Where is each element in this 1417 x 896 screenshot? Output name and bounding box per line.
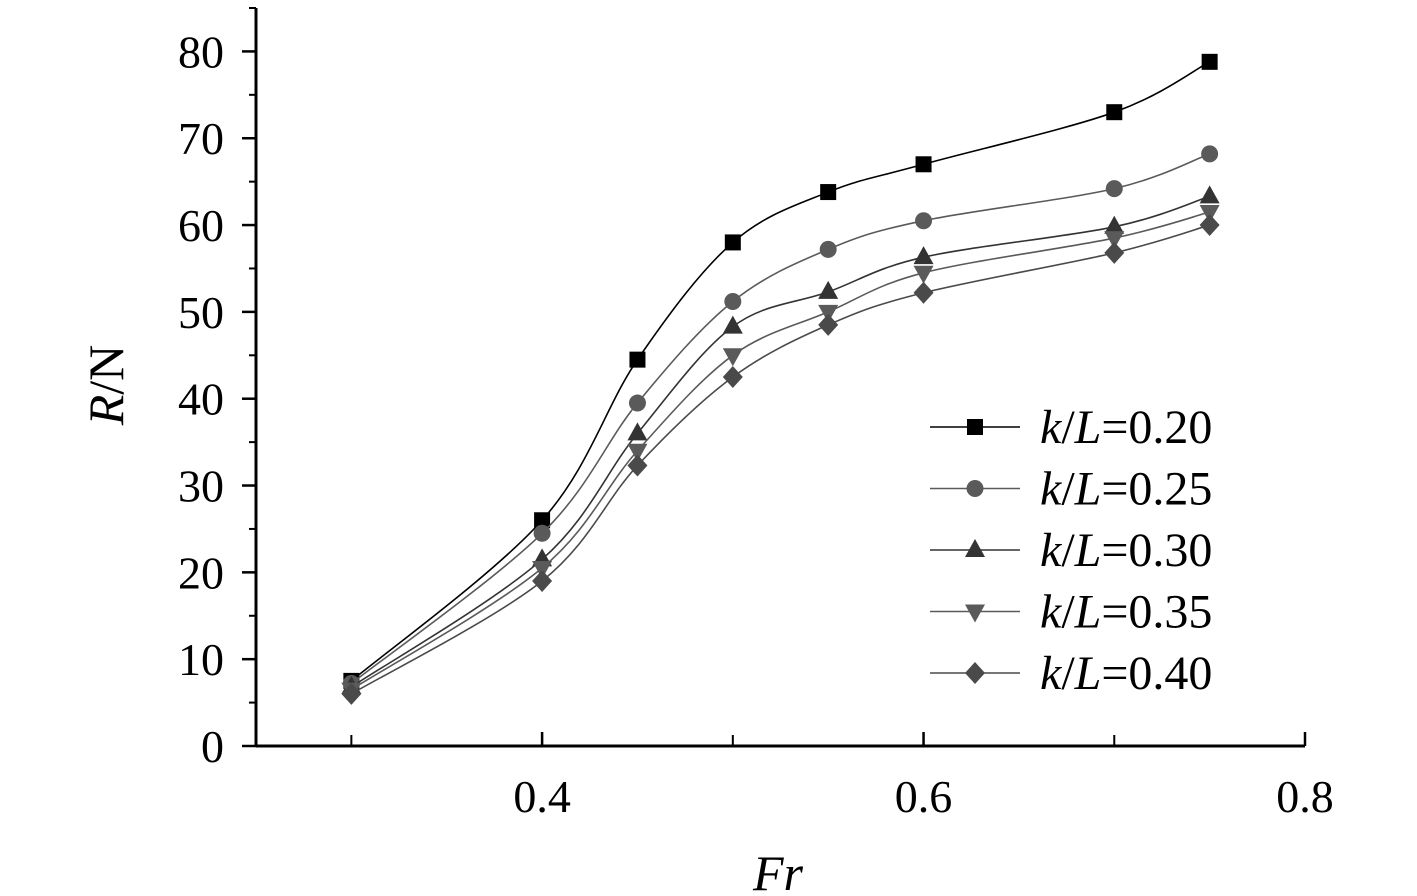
legend-label: k/L=0.25 bbox=[1040, 463, 1212, 516]
legend-item: k/L=0.35 bbox=[930, 586, 1212, 639]
data-point bbox=[532, 570, 553, 593]
data-point bbox=[1201, 145, 1219, 163]
data-point bbox=[1199, 185, 1220, 204]
data-point bbox=[1104, 231, 1125, 250]
legend-label: k/L=0.35 bbox=[1040, 586, 1212, 639]
data-point bbox=[627, 422, 648, 441]
y-axis-label-symbol: R bbox=[78, 395, 134, 427]
legend-marker bbox=[965, 662, 985, 684]
legend-marker bbox=[967, 419, 983, 435]
legend-label-value: =0.25 bbox=[1101, 463, 1212, 516]
legend-label-slash: / bbox=[1061, 463, 1075, 516]
data-point bbox=[819, 240, 837, 258]
x-tick-label: 0.8 bbox=[1276, 771, 1334, 822]
x-tick-label: 0.6 bbox=[895, 771, 953, 822]
y-tick-label: 10 bbox=[178, 634, 224, 685]
legend-label-k: k bbox=[1040, 586, 1063, 639]
data-point bbox=[915, 156, 932, 173]
legend-marker bbox=[965, 604, 985, 623]
legend-label-l: L bbox=[1074, 647, 1102, 700]
legend-label-slash: / bbox=[1061, 647, 1075, 700]
data-point bbox=[818, 280, 839, 299]
y-tick-label: 30 bbox=[178, 461, 224, 512]
legend-label-value: =0.20 bbox=[1101, 401, 1212, 454]
legend-label-l: L bbox=[1074, 524, 1102, 577]
data-point bbox=[1104, 241, 1125, 264]
data-point bbox=[722, 348, 743, 367]
series-1 bbox=[342, 145, 1219, 692]
series-4 bbox=[341, 214, 1220, 705]
data-point bbox=[1104, 215, 1125, 234]
legend-label-slash: / bbox=[1061, 401, 1075, 454]
y-tick-label: 80 bbox=[178, 26, 224, 77]
legend-label-value: =0.35 bbox=[1101, 586, 1212, 639]
legend-label-l: L bbox=[1074, 463, 1102, 516]
data-point bbox=[627, 443, 648, 462]
data-point bbox=[341, 682, 362, 705]
axes: 0 10 20 30 40 50 60 70 80 0.4 0.6 0.8 bbox=[178, 7, 1334, 822]
series-3 bbox=[341, 205, 1220, 701]
legend-item: k/L=0.20 bbox=[930, 401, 1212, 454]
data-point bbox=[1105, 180, 1123, 198]
legend-label-k: k bbox=[1040, 463, 1063, 516]
data-point bbox=[628, 394, 646, 412]
y-tick-label: 60 bbox=[178, 200, 224, 251]
legend-item: k/L=0.25 bbox=[930, 463, 1212, 516]
series-layer bbox=[341, 53, 1220, 705]
y-axis-label: R/N bbox=[78, 345, 134, 427]
legend-label: k/L=0.20 bbox=[1040, 401, 1212, 454]
data-point bbox=[724, 292, 742, 310]
data-point bbox=[913, 281, 934, 304]
data-point bbox=[913, 246, 934, 265]
data-point bbox=[915, 212, 933, 230]
legend-label-value: =0.40 bbox=[1101, 647, 1212, 700]
legend: k/L=0.20k/L=0.25k/L=0.30k/L=0.35k/L=0.40 bbox=[930, 401, 1212, 700]
legend-label-slash: / bbox=[1061, 524, 1075, 577]
y-tick-label: 20 bbox=[178, 547, 224, 598]
data-point bbox=[629, 351, 646, 368]
legend-label-value: =0.30 bbox=[1101, 524, 1212, 577]
legend-label: k/L=0.30 bbox=[1040, 524, 1212, 577]
y-tick-label: 50 bbox=[178, 287, 224, 338]
legend-label-l: L bbox=[1074, 586, 1102, 639]
data-point bbox=[818, 313, 839, 336]
y-tick-label: 0 bbox=[201, 721, 224, 772]
legend-marker bbox=[966, 480, 984, 497]
data-point bbox=[818, 304, 839, 323]
data-point bbox=[532, 561, 553, 580]
legend-item: k/L=0.40 bbox=[930, 647, 1212, 700]
data-point bbox=[722, 315, 743, 334]
x-tick-label: 0.4 bbox=[513, 771, 571, 822]
data-point bbox=[724, 234, 741, 251]
data-point bbox=[1201, 53, 1218, 70]
legend-item: k/L=0.30 bbox=[930, 524, 1212, 577]
data-point bbox=[1199, 214, 1220, 237]
legend-label-k: k bbox=[1040, 401, 1063, 454]
legend-label: k/L=0.40 bbox=[1040, 647, 1212, 700]
y-tick-label: 40 bbox=[178, 374, 224, 425]
legend-label-k: k bbox=[1040, 647, 1063, 700]
data-point bbox=[913, 265, 934, 284]
y-tick-label: 70 bbox=[178, 113, 224, 164]
data-point bbox=[722, 366, 743, 388]
y-axis-label-unit: /N bbox=[78, 345, 134, 395]
data-point bbox=[627, 454, 648, 477]
data-point bbox=[1199, 205, 1220, 224]
data-point bbox=[533, 524, 551, 542]
legend-marker bbox=[965, 539, 985, 557]
data-point bbox=[1106, 104, 1123, 121]
legend-label-k: k bbox=[1040, 524, 1063, 577]
data-point bbox=[534, 512, 551, 529]
legend-label-slash: / bbox=[1061, 586, 1075, 639]
legend-label-l: L bbox=[1074, 401, 1102, 454]
x-axis-label: Fr bbox=[752, 845, 804, 896]
data-point bbox=[820, 184, 837, 201]
